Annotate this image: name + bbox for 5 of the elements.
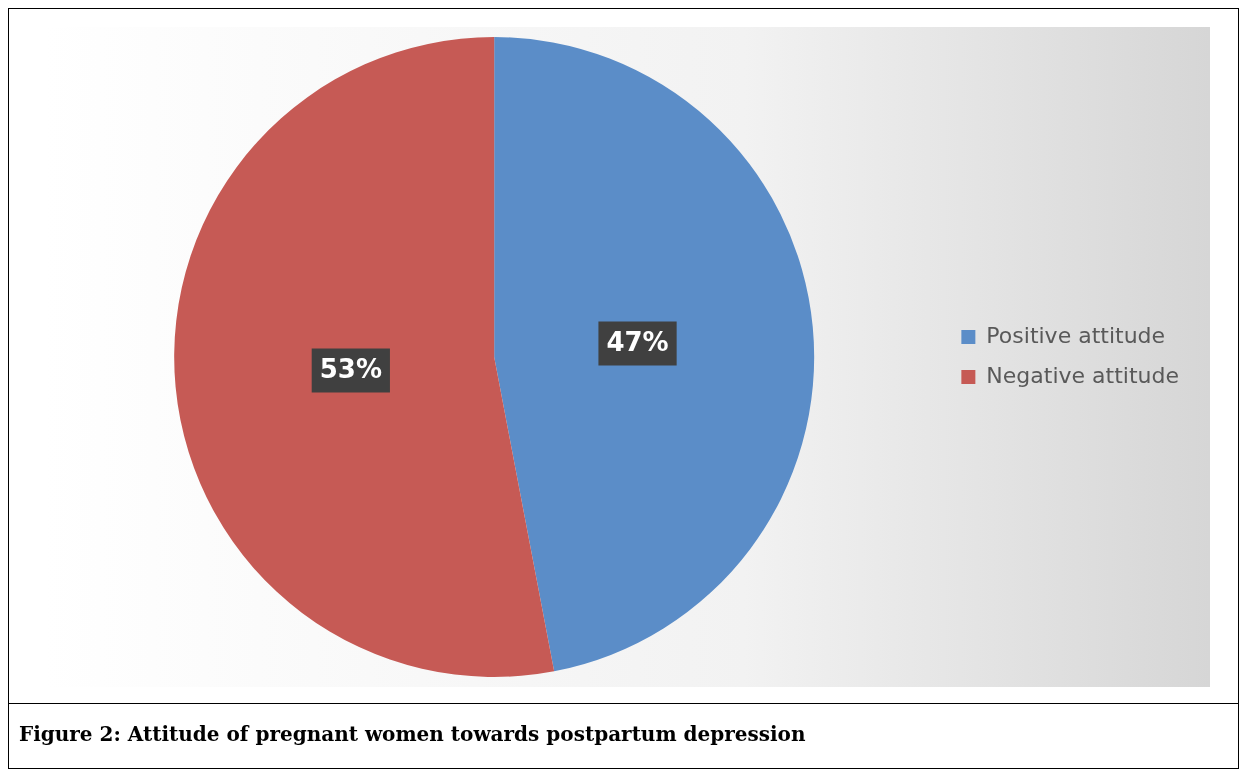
legend-label: Positive attitude	[986, 322, 1166, 348]
legend-label: Negative attitude	[986, 362, 1179, 388]
data-label: 53%	[319, 354, 382, 385]
data-label: 47%	[606, 327, 669, 358]
text: Figure 2: Attitude of pregnant women towards postpartum depression	[18, 721, 807, 748]
